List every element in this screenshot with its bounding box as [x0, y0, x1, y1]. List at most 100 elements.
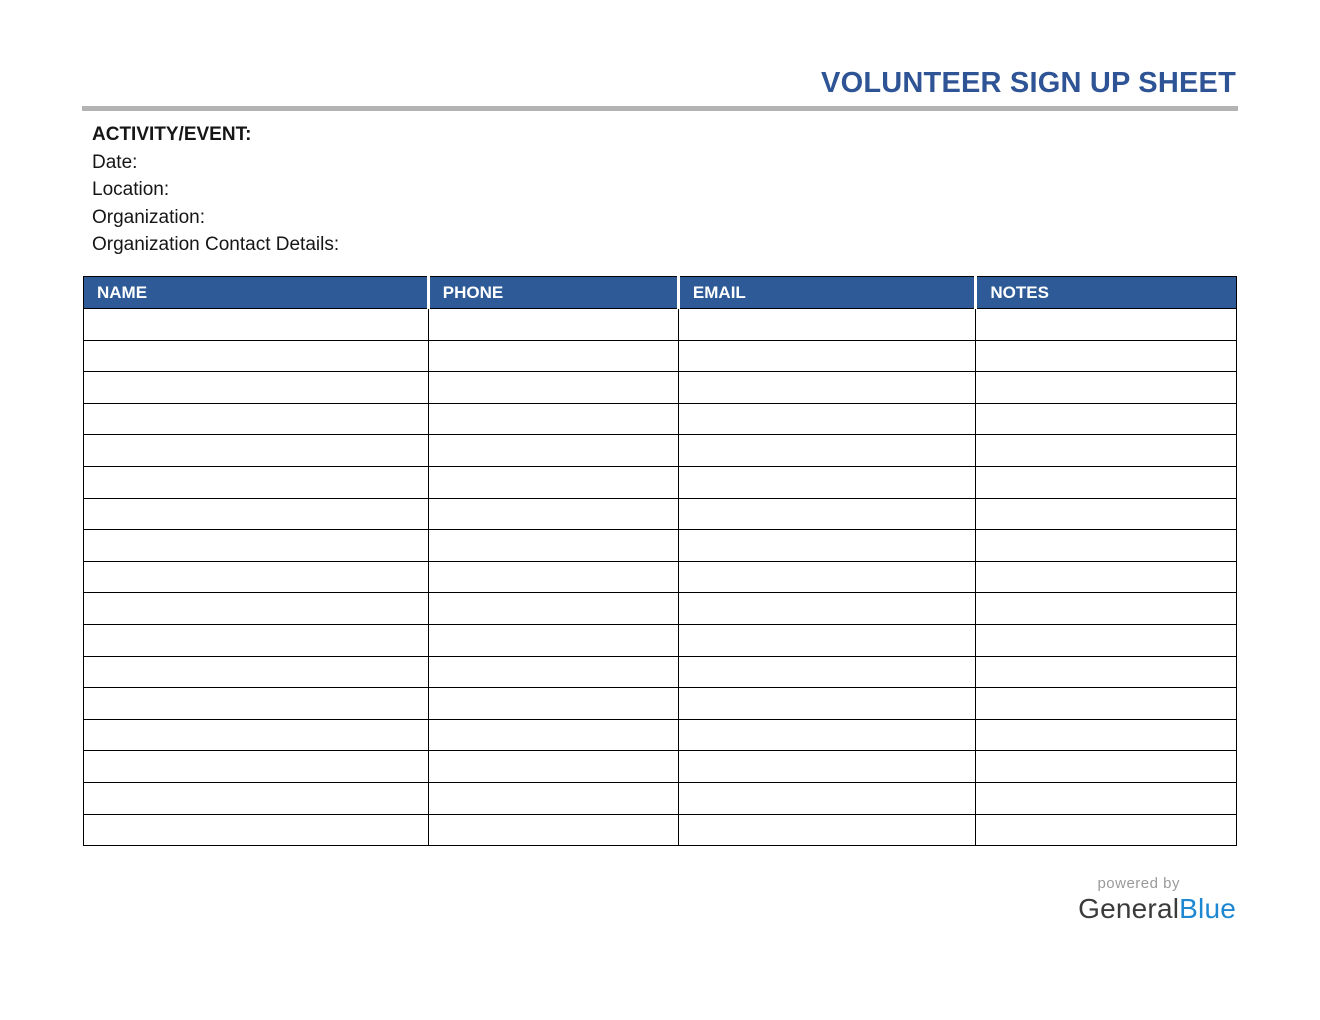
table-cell-email[interactable] [677, 781, 977, 815]
event-info-block: ACTIVITY/EVENT: Date: Location: Organiza… [92, 121, 339, 259]
table-row [83, 623, 1237, 657]
title-divider [82, 106, 1238, 111]
column-header-phone: PHONE [426, 276, 679, 309]
table-row [83, 750, 1237, 783]
table-cell-notes[interactable] [975, 813, 1237, 847]
table-cell-email[interactable] [677, 750, 977, 783]
table-cell-email[interactable] [677, 655, 977, 689]
table-cell-email[interactable] [677, 623, 977, 657]
table-cell-name[interactable] [83, 781, 429, 815]
page-title: VOLUNTEER SIGN UP SHEET [821, 67, 1236, 99]
organization-label: Organization: [92, 206, 206, 228]
table-row [83, 339, 1237, 373]
table-row [83, 781, 1237, 815]
table-cell-name[interactable] [83, 402, 429, 436]
table-cell-name[interactable] [83, 623, 429, 657]
table-cell-email[interactable] [677, 339, 977, 373]
table-cell-email[interactable] [677, 371, 977, 404]
table-cell-name[interactable] [83, 592, 429, 625]
table-cell-phone[interactable] [427, 434, 679, 467]
table-cell-phone[interactable] [427, 308, 679, 341]
table-cell-notes[interactable] [975, 339, 1237, 373]
table-cell-name[interactable] [83, 371, 429, 404]
table-cell-notes[interactable] [975, 434, 1237, 467]
table-cell-name[interactable] [83, 497, 429, 531]
table-cell-email[interactable] [677, 718, 977, 752]
table-cell-phone[interactable] [427, 560, 679, 594]
table-cell-email[interactable] [677, 529, 977, 562]
table-cell-phone[interactable] [427, 465, 679, 499]
table-cell-notes[interactable] [975, 687, 1237, 720]
powered-by-text: powered by [1097, 875, 1180, 892]
table-row [83, 308, 1237, 341]
table-cell-phone[interactable] [427, 371, 679, 404]
organization-contact-label: Organization Contact Details: [92, 234, 340, 255]
table-cell-phone[interactable] [427, 655, 679, 689]
column-header-notes: NOTES [974, 276, 1237, 309]
table-cell-email[interactable] [677, 465, 977, 499]
table-cell-phone[interactable] [427, 623, 679, 657]
table-row [83, 529, 1237, 562]
table-cell-notes[interactable] [975, 560, 1237, 594]
table-cell-name[interactable] [83, 308, 429, 341]
table-cell-email[interactable] [677, 308, 977, 341]
table-cell-name[interactable] [83, 434, 429, 467]
table-cell-email[interactable] [677, 592, 977, 625]
table-cell-notes[interactable] [975, 497, 1237, 531]
table-cell-notes[interactable] [975, 592, 1237, 625]
table-row [83, 655, 1237, 689]
table-cell-phone[interactable] [427, 718, 679, 752]
table-row [83, 560, 1237, 594]
table-row [83, 434, 1237, 467]
table-cell-email[interactable] [677, 402, 977, 436]
table-cell-phone[interactable] [427, 339, 679, 373]
table-row [83, 465, 1237, 499]
table-cell-phone[interactable] [427, 592, 679, 625]
table-cell-notes[interactable] [975, 718, 1237, 752]
table-cell-phone[interactable] [427, 781, 679, 815]
table-row [83, 718, 1237, 752]
table-cell-phone[interactable] [427, 497, 679, 531]
table-cell-name[interactable] [83, 655, 429, 689]
table-cell-name[interactable] [83, 560, 429, 594]
location-label: Location: [92, 179, 170, 200]
column-header-email: EMAIL [676, 276, 976, 309]
table-cell-notes[interactable] [975, 623, 1237, 657]
table-cell-name[interactable] [83, 339, 429, 373]
table-cell-name[interactable] [83, 718, 429, 752]
brand-general-text: General [1078, 893, 1180, 924]
table-header-row: NAME PHONE EMAIL NOTES [83, 276, 1237, 309]
table-cell-name[interactable] [83, 813, 429, 847]
table-cell-email[interactable] [677, 560, 977, 594]
signup-table: NAME PHONE EMAIL NOTES [83, 276, 1237, 847]
table-cell-name[interactable] [83, 750, 429, 783]
activity-event-label: ACTIVITY/EVENT: [92, 124, 252, 145]
table-cell-notes[interactable] [975, 465, 1237, 499]
table-row [83, 813, 1237, 847]
table-cell-phone[interactable] [427, 813, 679, 847]
table-cell-email[interactable] [677, 497, 977, 531]
table-cell-notes[interactable] [975, 750, 1237, 783]
table-cell-email[interactable] [677, 434, 977, 467]
column-header-name: NAME [83, 276, 429, 309]
table-cell-notes[interactable] [975, 529, 1237, 562]
table-cell-phone[interactable] [427, 687, 679, 720]
table-cell-notes[interactable] [975, 308, 1237, 341]
table-cell-name[interactable] [83, 529, 429, 562]
table-row [83, 402, 1237, 436]
table-cell-notes[interactable] [975, 655, 1237, 689]
branding-footer: powered by GeneralBlue [1078, 875, 1236, 925]
table-cell-notes[interactable] [975, 371, 1237, 404]
table-cell-email[interactable] [677, 813, 977, 847]
table-cell-name[interactable] [83, 687, 429, 720]
table-row [83, 371, 1237, 404]
table-cell-phone[interactable] [427, 529, 679, 562]
table-cell-notes[interactable] [975, 402, 1237, 436]
table-row [83, 592, 1237, 625]
table-cell-phone[interactable] [427, 402, 679, 436]
table-cell-notes[interactable] [975, 781, 1237, 815]
table-cell-name[interactable] [83, 465, 429, 499]
table-cell-phone[interactable] [427, 750, 679, 783]
table-cell-email[interactable] [677, 687, 977, 720]
